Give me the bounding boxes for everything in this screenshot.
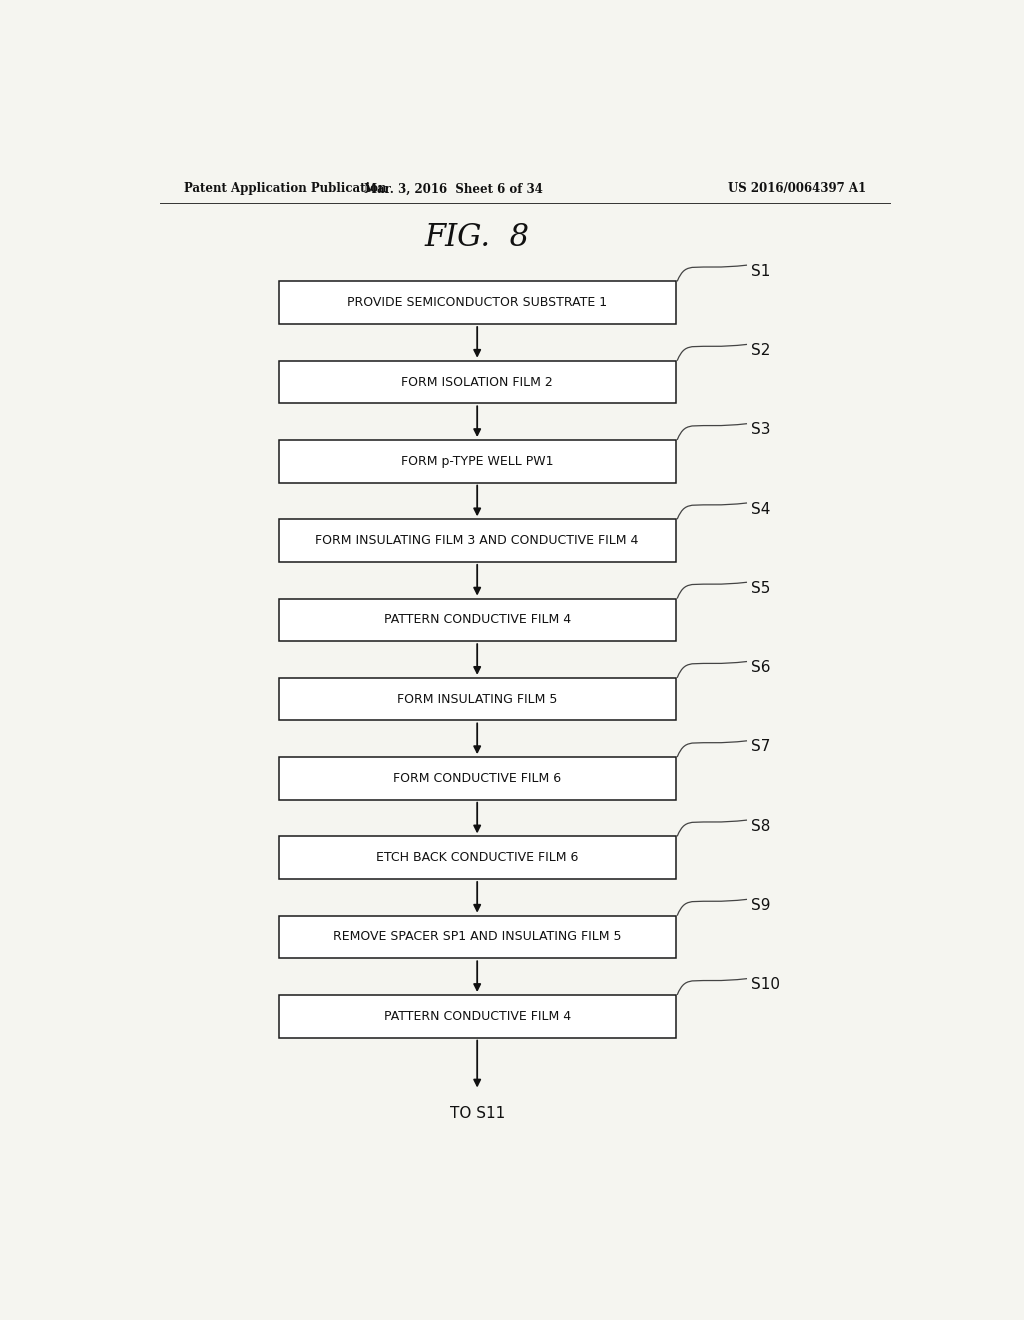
Text: S2: S2 xyxy=(751,343,770,358)
Bar xyxy=(279,758,676,800)
Bar xyxy=(279,837,676,879)
Text: S3: S3 xyxy=(751,422,770,437)
Text: Mar. 3, 2016  Sheet 6 of 34: Mar. 3, 2016 Sheet 6 of 34 xyxy=(364,182,543,195)
Text: FORM CONDUCTIVE FILM 6: FORM CONDUCTIVE FILM 6 xyxy=(393,772,561,785)
Text: US 2016/0064397 A1: US 2016/0064397 A1 xyxy=(728,182,866,195)
Bar xyxy=(279,916,676,958)
Bar xyxy=(279,440,676,483)
Bar xyxy=(279,360,676,404)
Text: S5: S5 xyxy=(751,581,770,595)
Text: S10: S10 xyxy=(751,977,780,993)
Text: FORM INSULATING FILM 3 AND CONDUCTIVE FILM 4: FORM INSULATING FILM 3 AND CONDUCTIVE FI… xyxy=(315,535,639,546)
Bar xyxy=(279,677,676,721)
Text: FORM p-TYPE WELL PW1: FORM p-TYPE WELL PW1 xyxy=(401,455,553,467)
Text: REMOVE SPACER SP1 AND INSULATING FILM 5: REMOVE SPACER SP1 AND INSULATING FILM 5 xyxy=(333,931,622,944)
Text: PATTERN CONDUCTIVE FILM 4: PATTERN CONDUCTIVE FILM 4 xyxy=(384,614,570,627)
Text: FORM ISOLATION FILM 2: FORM ISOLATION FILM 2 xyxy=(401,375,553,388)
Text: FIG.  8: FIG. 8 xyxy=(425,222,529,253)
Text: S8: S8 xyxy=(751,818,770,834)
Text: PROVIDE SEMICONDUCTOR SUBSTRATE 1: PROVIDE SEMICONDUCTOR SUBSTRATE 1 xyxy=(347,296,607,309)
Text: TO S11: TO S11 xyxy=(450,1106,505,1121)
Bar xyxy=(279,281,676,325)
Text: Patent Application Publication: Patent Application Publication xyxy=(183,182,386,195)
Bar xyxy=(279,519,676,562)
Text: FORM INSULATING FILM 5: FORM INSULATING FILM 5 xyxy=(397,693,557,706)
Text: S7: S7 xyxy=(751,739,770,755)
Text: PATTERN CONDUCTIVE FILM 4: PATTERN CONDUCTIVE FILM 4 xyxy=(384,1010,570,1023)
Text: S9: S9 xyxy=(751,898,770,913)
Bar xyxy=(279,995,676,1038)
Text: S1: S1 xyxy=(751,264,770,279)
Bar xyxy=(279,598,676,642)
Text: ETCH BACK CONDUCTIVE FILM 6: ETCH BACK CONDUCTIVE FILM 6 xyxy=(376,851,579,865)
Text: S6: S6 xyxy=(751,660,770,675)
Text: S4: S4 xyxy=(751,502,770,516)
